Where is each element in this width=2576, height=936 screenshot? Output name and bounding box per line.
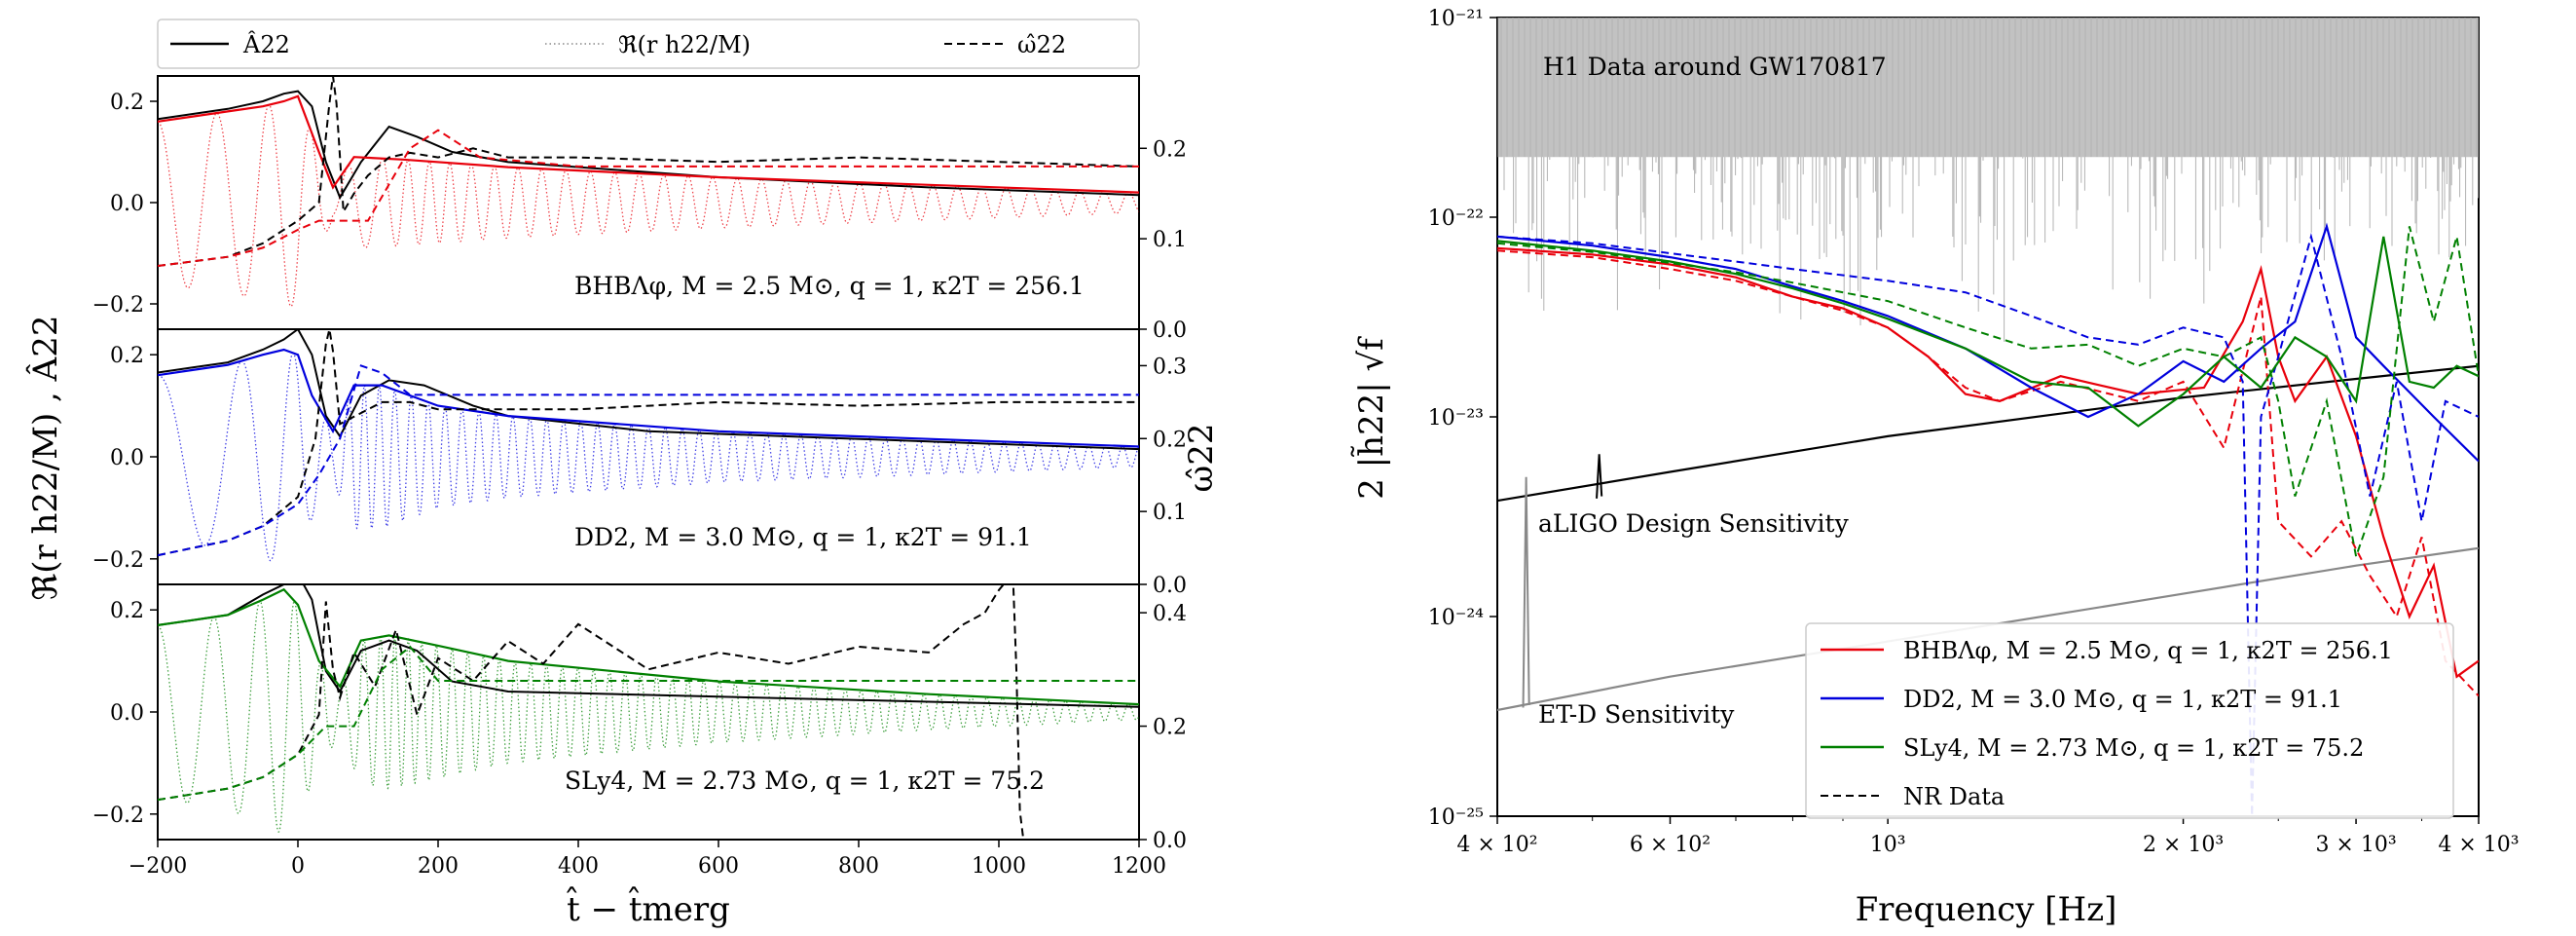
legend-label-freq: ω̂22 — [1017, 31, 1066, 58]
legend-label-bhb: BHBΛφ, M = 2.5 M⊙, q = 1, κ2T = 256.1 — [1903, 637, 2393, 664]
left-plot-lines — [158, 76, 1139, 840]
model-frequency-dd2 — [158, 364, 1139, 557]
xtick-label: 10³ — [1870, 833, 1906, 857]
nr-amplitude-bhb — [158, 90, 1139, 201]
right-plot-lines — [1497, 18, 2479, 816]
left-panel: Â22 ℜ(r h22/M) ω̂22 −0.20.00.20.00.10.2−… — [25, 19, 1221, 929]
legend-label-sly4: SLy4, M = 2.73 M⊙, q = 1, κ2T = 75.2 — [1903, 734, 2364, 762]
strain-bhb — [158, 103, 1139, 308]
left-legend: Â22 ℜ(r h22/M) ω̂22 — [157, 19, 1140, 69]
nr-amplitude-sly4 — [158, 584, 1139, 708]
xtick-label: 3 × 10³ — [2315, 833, 2396, 857]
nr-amplitude-dd2 — [158, 329, 1139, 451]
left-axis-ticks: −0.2 0.0 0.2 0.0 0.1 0.2 −0.2 0.0 0.2 0.0 0.1 0.2 0.… — [92, 91, 1187, 879]
ytick-label-sly4: 0.2 — [110, 599, 144, 623]
ytick-label-dd2: −0.2 — [92, 548, 144, 573]
right-series-group — [1497, 18, 2479, 816]
subplot-sly4 — [158, 584, 1139, 840]
annotation-h1-data: H1 Data around GW170817 — [1543, 53, 1887, 81]
model-frequency-bhb — [158, 129, 1139, 267]
annotation-aligo: aLIGO Design Sensitivity — [1538, 509, 1850, 538]
y2tick-label-sly4: 0.4 — [1153, 602, 1187, 626]
legend-label-amp: Â22 — [242, 30, 290, 58]
xtick-label: −200 — [129, 854, 187, 879]
right-x-axis-label: Frequency [Hz] — [1856, 890, 2117, 929]
right-panel: 4 × 10² 6 × 10² 10³ 2 × 10³ 3 × 10³ 4 × 10³ 10… — [1351, 7, 2520, 929]
xtick-label: 200 — [418, 854, 459, 879]
xtick-label: 1200 — [1112, 854, 1166, 879]
etd-line-feature — [1522, 476, 1530, 708]
nr-frequency-bhb — [158, 76, 1139, 267]
subplot-dd2 — [158, 329, 1139, 562]
ytick-label-sly4: 0.0 — [110, 701, 144, 726]
h1-data-trace — [1497, 18, 2479, 342]
aligo-line-feature — [1596, 454, 1603, 499]
y2tick-label-sly4: 0.2 — [1153, 716, 1187, 740]
y2tick-label-sly4: 0.0 — [1153, 829, 1187, 853]
y2tick-label-bhb: 0.0 — [1153, 318, 1187, 343]
series-dd2-model — [1497, 222, 2479, 463]
y2tick-label-dd2: 0.0 — [1153, 574, 1187, 598]
annotation-dd2: DD2, M = 3.0 M⊙, q = 1, κ2T = 91.1 — [574, 523, 1032, 551]
annotation-etd: ET-D Sensitivity — [1538, 700, 1735, 729]
ytick-label: 10⁻²² — [1428, 206, 1484, 231]
right-axis-ticks: 4 × 10² 6 × 10² 10³ 2 × 10³ 3 × 10³ 4 × 10³ 10… — [1428, 7, 2520, 857]
series-et-d-sensitivity — [1497, 546, 2479, 712]
ytick-label: 10⁻²⁴ — [1428, 606, 1484, 630]
y2tick-label-dd2: 0.2 — [1153, 428, 1187, 452]
xtick-label: 400 — [558, 854, 599, 879]
legend-label-dd2: DD2, M = 3.0 M⊙, q = 1, κ2T = 91.1 — [1903, 686, 2342, 713]
xtick-label: 0 — [291, 854, 305, 879]
strain-sly4 — [158, 600, 1139, 833]
legend-label-nr: NR Data — [1903, 783, 2005, 810]
y2tick-label-bhb: 0.2 — [1153, 137, 1187, 162]
right-y-axis-label: 2 |h̃22| √f — [1351, 336, 1391, 500]
series-sly4-nr — [1497, 226, 2479, 561]
ytick-label-dd2: 0.2 — [110, 344, 144, 368]
ytick-label-bhb: 0.2 — [110, 91, 144, 115]
series-sly4-model — [1497, 236, 2479, 428]
subplot-bhb — [158, 76, 1139, 308]
ytick-label: 10⁻²⁵ — [1428, 805, 1484, 830]
y2tick-label-dd2: 0.1 — [1153, 501, 1187, 525]
right-legend: BHBΛφ, M = 2.5 M⊙, q = 1, κ2T = 256.1 DD… — [1805, 622, 2454, 819]
nr-frequency-sly4 — [158, 584, 1025, 840]
ytick-label-bhb: 0.0 — [110, 192, 144, 216]
ytick-label-bhb: −0.2 — [92, 293, 144, 318]
xtick-label: 4 × 10³ — [2438, 833, 2519, 857]
series-aligo-design-sensitivity — [1497, 364, 2479, 503]
nr-frequency-dd2 — [158, 329, 1139, 557]
xtick-label: 2 × 10³ — [2143, 833, 2224, 857]
xtick-label: 1000 — [972, 854, 1026, 879]
left-x-axis-label: t̂ − t̂merg — [567, 887, 730, 929]
series-dd2-nr — [1497, 232, 2479, 816]
ytick-label: 10⁻²³ — [1428, 406, 1484, 431]
ytick-label-sly4: −0.2 — [92, 804, 144, 828]
annotation-sly4: SLy4, M = 2.73 M⊙, q = 1, κ2T = 75.2 — [565, 767, 1045, 795]
left-y-axis-label: ℜ(r h22/M) , Â22 — [25, 316, 65, 601]
xtick-label: 4 × 10² — [1456, 833, 1537, 857]
ytick-label: 10⁻²¹ — [1428, 7, 1484, 31]
model-amplitude-dd2 — [158, 348, 1139, 448]
xtick-label: 800 — [838, 854, 879, 879]
annotation-bhb: BHBΛφ, M = 2.5 M⊙, q = 1, κ2T = 256.1 — [574, 272, 1085, 300]
model-frequency-sly4 — [158, 645, 1139, 802]
model-amplitude-bhb — [158, 94, 1139, 194]
series-bhb-nr — [1497, 249, 2479, 697]
xtick-label: 6 × 10² — [1630, 833, 1711, 857]
xtick-label: 600 — [698, 854, 739, 879]
series-bhb-model — [1497, 246, 2479, 679]
ytick-label-dd2: 0.0 — [110, 446, 144, 470]
left-y2-axis-label: ω̂22 — [1182, 424, 1221, 493]
y2tick-label-bhb: 0.1 — [1153, 228, 1187, 252]
model-amplitude-sly4 — [158, 587, 1139, 706]
legend-label-strain: ℜ(r h22/M) — [618, 31, 751, 58]
y2tick-label-dd2: 0.3 — [1153, 355, 1187, 379]
